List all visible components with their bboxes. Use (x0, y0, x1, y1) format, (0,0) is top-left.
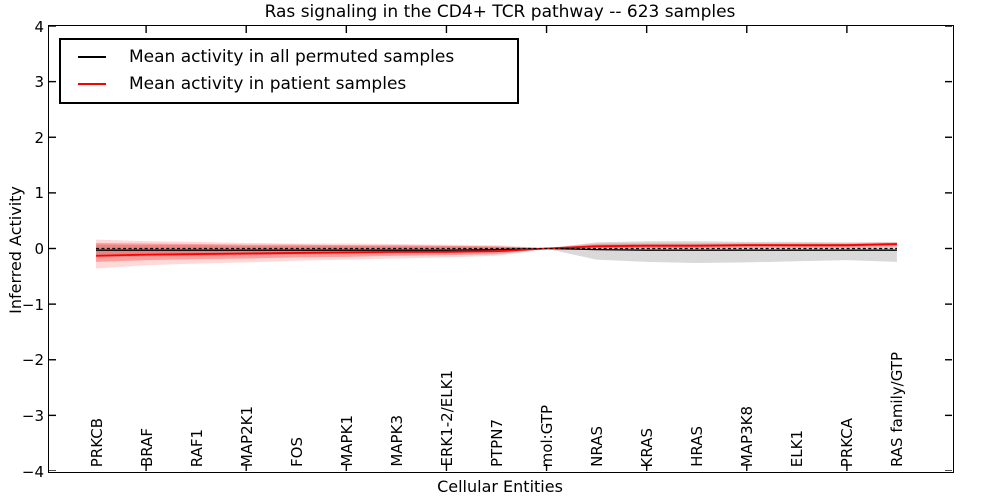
legend-label: Mean activity in all permuted samples (129, 46, 455, 67)
x-tick-label: KRAS (638, 427, 657, 467)
x-tick-label: PRKCB (87, 417, 106, 467)
y-tick-label: 2 (34, 128, 44, 147)
x-tick-label: PTPN7 (487, 418, 506, 467)
x-tick-label: BRAF (137, 428, 156, 467)
chart-title: Ras signaling in the CD4+ TCR pathway --… (264, 2, 736, 22)
x-tick-label: FOS (287, 437, 306, 467)
plot-area: Mean activity in all permuted samples Me… (48, 25, 954, 473)
patient-line-sample (78, 82, 106, 85)
x-tick-label: PRKCA (838, 417, 857, 467)
x-tick-label: HRAS (688, 426, 707, 467)
legend-item-permuted: Mean activity in all permuted samples (61, 43, 517, 70)
mean-activity-permuted-line (96, 247, 897, 251)
y-tick-label: 4 (34, 17, 44, 36)
y-tick-label: −3 (21, 406, 44, 425)
y-tick-label: 0 (34, 240, 44, 258)
x-tick-label: RAS family/GTP (888, 351, 907, 467)
x-tick-label: NRAS (588, 426, 607, 467)
legend: Mean activity in all permuted samples Me… (59, 38, 519, 104)
permuted-band (96, 241, 897, 263)
patient-band-inner (96, 242, 897, 262)
mean-activity-patient-line (96, 243, 897, 257)
y-tick-label: −4 (21, 462, 44, 481)
x-tick-label: RAF1 (187, 428, 206, 467)
legend-label: Mean activity in patient samples (129, 73, 407, 94)
x-tick-label: ELK1 (788, 429, 807, 467)
patient-band-outer (96, 239, 897, 269)
x-tick-label: MAP2K1 (237, 405, 256, 467)
x-tick-label: MAP3K8 (738, 405, 757, 467)
x-tick-label: mol:GTP (538, 404, 557, 467)
x-tick-label: MAPK3 (387, 415, 406, 467)
legend-item-patient: Mean activity in patient samples (61, 70, 517, 97)
y-tick-label: 3 (34, 73, 44, 92)
y-tick-label: 1 (34, 184, 44, 203)
permuted-line-sample (78, 55, 106, 58)
chart-canvas (49, 26, 952, 471)
y-tick-label: −2 (21, 351, 44, 370)
y-tick-label: −1 (21, 295, 44, 314)
x-tick-label: ERK1-2/ELK1 (437, 370, 456, 467)
x-axis-label: Cellular Entities (437, 477, 563, 496)
x-tick-label: MAPK1 (337, 415, 356, 467)
